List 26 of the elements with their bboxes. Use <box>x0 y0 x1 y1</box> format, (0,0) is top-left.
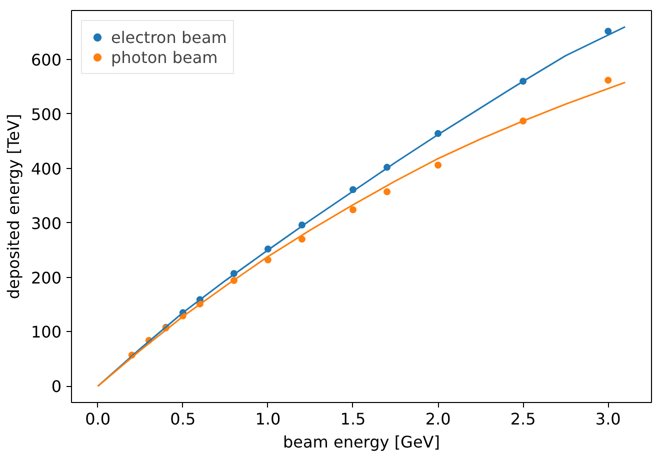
y-tick-label: 300 <box>30 214 62 233</box>
point <box>604 76 612 84</box>
x-tick-label: 0.5 <box>170 410 196 428</box>
point <box>298 236 306 243</box>
x-axis-title: beam energy [GeV] <box>283 432 440 452</box>
y-axis-title: deposited energy [TeV] <box>4 114 23 300</box>
x-tick-label: 1.0 <box>255 410 281 428</box>
x-tick-label: 3.0 <box>595 410 621 428</box>
y-tick-label: 400 <box>30 159 62 178</box>
line-series <box>97 82 626 387</box>
point <box>349 206 356 214</box>
line-series <box>97 26 626 387</box>
x-tick-label: 1.5 <box>340 410 366 428</box>
legend-label: electron beam <box>111 28 227 46</box>
point <box>434 162 442 169</box>
point <box>384 188 391 196</box>
point <box>604 28 612 35</box>
legend-label: photon beam <box>111 48 218 66</box>
y-tick-label: 500 <box>30 104 62 124</box>
y-tick-label: 100 <box>30 322 62 342</box>
y-tick-label: 0 <box>51 377 62 396</box>
x-tick-label: 2.5 <box>510 410 536 428</box>
x-tick-label: 2.0 <box>425 410 451 428</box>
y-tick-label: 600 <box>30 50 62 70</box>
x-tick-label: 0.0 <box>85 410 111 428</box>
y-tick-label: 200 <box>30 268 62 288</box>
